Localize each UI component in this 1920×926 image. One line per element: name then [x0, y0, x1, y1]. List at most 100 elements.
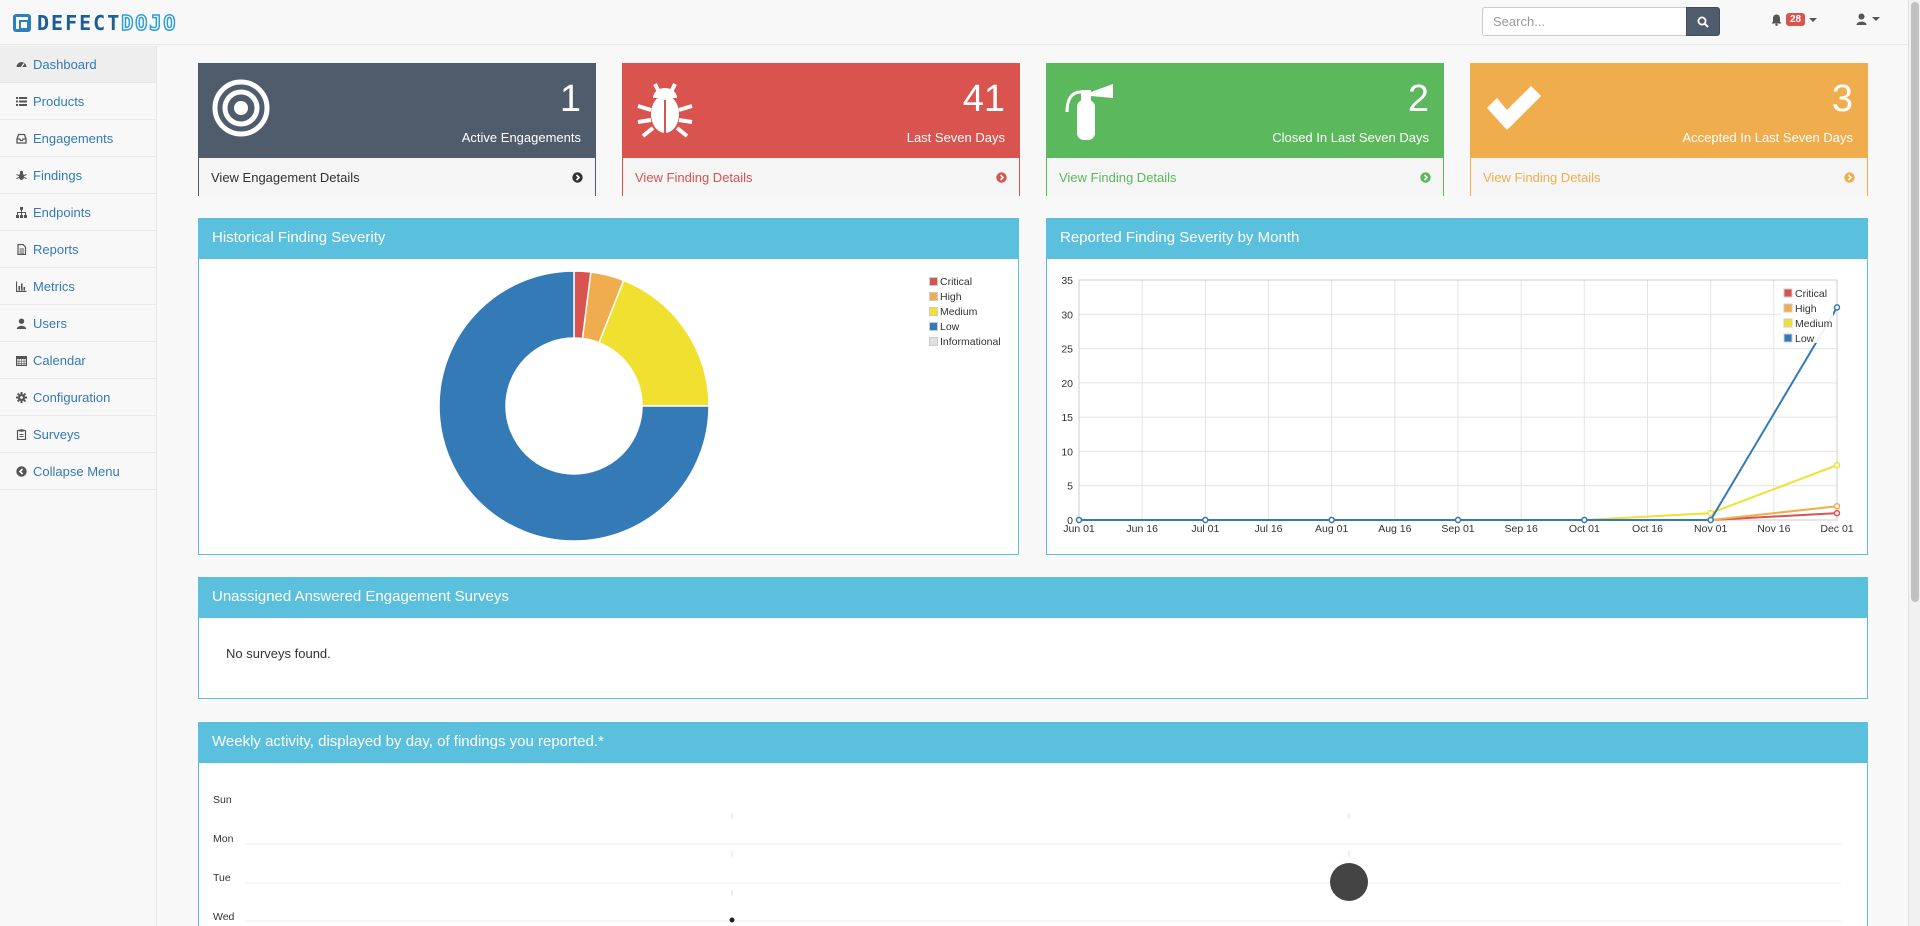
stat-label: Last Seven Days — [906, 130, 1005, 145]
legend-label: Medium — [940, 305, 978, 318]
stat-panel-last-seven-days: 41 Last Seven Days View Finding Details — [622, 63, 1020, 196]
stat-link-label: View Finding Details — [1059, 169, 1177, 185]
data-point-low — [1581, 516, 1588, 524]
sidebar-item-label: Users — [33, 315, 67, 331]
sidebar-item-users[interactable]: Users — [0, 305, 156, 342]
x-tick-label: Sep 16 — [1505, 523, 1538, 535]
chart-legend: Critical High Medium Low Informational — [929, 274, 1001, 349]
scrollbar-thumb[interactable] — [1911, 2, 1919, 602]
legend-swatch — [1783, 333, 1793, 343]
user-icon — [16, 318, 27, 329]
x-tick-label: Jul 01 — [1191, 523, 1219, 535]
x-tick-label: Nov 16 — [1757, 523, 1790, 535]
legend-label: High — [1795, 303, 1817, 315]
stat-link-label: View Finding Details — [635, 169, 753, 185]
sidebar-item-products[interactable]: Products — [0, 83, 156, 120]
sidebar-item-engagements[interactable]: Engagements — [0, 120, 156, 157]
stat-label: Closed In Last Seven Days — [1272, 130, 1429, 145]
data-point-medium — [1707, 509, 1714, 517]
weekly-activity-panel: Weekly activity, displayed by day, of fi… — [198, 722, 1868, 926]
brand-text: DEFECTDOJO — [37, 10, 177, 36]
activity-bubble — [729, 917, 735, 923]
punchcard-chart — [245, 813, 1841, 923]
y-tick-label: 5 — [1067, 481, 1073, 493]
legend-swatch — [1783, 303, 1793, 313]
stat-number: 3 — [1831, 78, 1853, 120]
legend-label: Critical — [1795, 288, 1827, 300]
search-input[interactable] — [1482, 7, 1686, 36]
sidebar-item-label: Calendar — [33, 352, 86, 368]
chevron-down-icon — [1809, 17, 1818, 22]
y-tick-label: 25 — [1061, 344, 1073, 356]
stat-panel-header: 2 Closed In Last Seven Days — [1047, 64, 1443, 158]
view-engagement-details-link[interactable]: View Engagement Details — [199, 158, 595, 196]
search-button[interactable] — [1686, 7, 1720, 36]
x-tick-label: Sep 01 — [1441, 523, 1474, 535]
panel-title: Weekly activity, displayed by day, of fi… — [199, 723, 1867, 763]
legend-item-low: Low — [929, 319, 1001, 334]
sidebar-item-dashboard[interactable]: Dashboard — [0, 46, 156, 83]
sidebar-item-collapse-menu[interactable]: Collapse Menu — [0, 453, 156, 490]
donut-slice-low — [438, 270, 710, 542]
sitemap-icon — [16, 206, 27, 218]
arrow-circle-right-icon — [1420, 171, 1431, 183]
page-scrollbar[interactable] — [1908, 0, 1920, 926]
arrow-circle-left-icon — [16, 465, 27, 477]
sidebar-item-label: Engagements — [33, 130, 114, 146]
x-tick-label: Aug 01 — [1315, 523, 1348, 535]
data-point-low — [1833, 304, 1841, 311]
line-chart: Jun 01 Jun 16 Jul 01 Jul 16 Aug 01 Aug 16 Sep … — [1061, 275, 1853, 535]
y-tick-label: 0 — [1067, 515, 1073, 527]
stat-label: Active Engagements — [461, 130, 581, 145]
dashboard-icon — [16, 59, 27, 70]
user-menu-dropdown[interactable] — [1856, 13, 1880, 25]
sidebar-item-label: Surveys — [33, 426, 80, 442]
view-finding-details-link[interactable]: View Finding Details — [1471, 158, 1867, 196]
sidebar-item-endpoints[interactable]: Endpoints — [0, 194, 156, 231]
data-point-low — [1707, 516, 1714, 524]
x-tick-label: Jul 16 — [1254, 523, 1282, 535]
x-tick-label: Oct 01 — [1569, 523, 1600, 535]
x-tick-label: Dec 01 — [1820, 523, 1853, 535]
sidebar-item-reports[interactable]: Reports — [0, 231, 156, 268]
surveys-panel: Unassigned Answered Engagement Surveys N… — [198, 577, 1868, 699]
brand-logo[interactable]: DEFECTDOJO — [13, 10, 177, 36]
stat-number: 2 — [1407, 78, 1429, 120]
sidebar-item-findings[interactable]: Findings — [0, 157, 156, 194]
stat-panel-accepted: 3 Accepted In Last Seven Days View Findi… — [1470, 63, 1868, 196]
y-tick-label: 10 — [1061, 446, 1073, 458]
stat-link-label: View Finding Details — [1483, 169, 1601, 185]
sidebar-item-metrics[interactable]: Metrics — [0, 268, 156, 305]
legend-item-informational: Informational — [929, 334, 1001, 349]
sidebar-item-label: Findings — [33, 167, 83, 183]
inbox-icon — [16, 133, 27, 144]
notifications-dropdown[interactable]: 28 — [1771, 13, 1818, 26]
legend-item-high: High — [929, 289, 1001, 304]
legend-label: High — [940, 290, 962, 303]
view-finding-details-link[interactable]: View Finding Details — [1047, 158, 1443, 196]
panel-title: Unassigned Answered Engagement Surveys — [199, 578, 1867, 618]
sidebar-item-surveys[interactable]: Surveys — [0, 416, 156, 453]
gear-icon — [16, 391, 27, 403]
sidebar-item-configuration[interactable]: Configuration — [0, 379, 156, 416]
calendar-icon — [16, 355, 27, 366]
bar-chart-icon — [16, 281, 27, 292]
donut-slice-medium — [598, 279, 710, 407]
sidebar-nav: Dashboard Products Engagements Findings … — [0, 46, 157, 926]
bell-icon — [1771, 14, 1782, 26]
sidebar-item-label: Reports — [33, 241, 79, 257]
x-tick-label: Aug 16 — [1378, 523, 1411, 535]
list-icon — [16, 96, 27, 107]
panel-title: Reported Finding Severity by Month — [1047, 219, 1867, 259]
x-tick-label: Jun 16 — [1126, 523, 1158, 535]
legend-swatch — [929, 337, 938, 346]
day-label-sun: Sun — [213, 794, 232, 806]
sidebar-item-calendar[interactable]: Calendar — [0, 342, 156, 379]
y-tick-label: 30 — [1061, 309, 1073, 321]
view-finding-details-link[interactable]: View Finding Details — [623, 158, 1019, 196]
stat-label: Accepted In Last Seven Days — [1682, 130, 1853, 145]
legend-swatch — [1783, 318, 1793, 328]
search-form — [1482, 7, 1720, 36]
y-tick-label: 35 — [1061, 275, 1073, 287]
top-navbar: DEFECTDOJO 28 — [0, 0, 1920, 45]
